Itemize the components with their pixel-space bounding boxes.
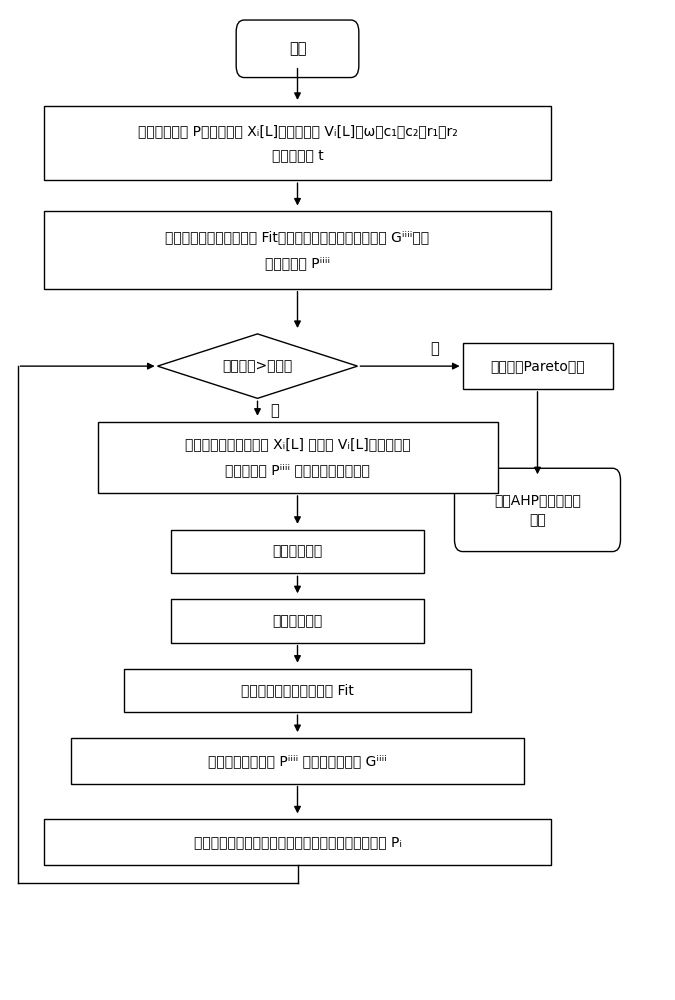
Bar (44, 819, 551, 865)
Text: 迭代次数>最大值: 迭代次数>最大值 (222, 359, 293, 373)
Text: 重新计算粒子的适应度值 Fit: 重新计算粒子的适应度值 Fit (241, 683, 354, 697)
Text: 边界变异操作: 边界变异操作 (273, 614, 323, 628)
Bar (462, 343, 612, 389)
Bar (97, 422, 497, 493)
Text: 及迭代次数 t: 及迭代次数 t (271, 148, 323, 162)
Text: 更新个体最优粒子 Pⁱⁱⁱⁱ 和全局最优粒子 Gⁱⁱⁱⁱ: 更新个体最优粒子 Pⁱⁱⁱⁱ 和全局最优粒子 Gⁱⁱⁱⁱ (208, 754, 387, 768)
Text: 是: 是 (430, 341, 439, 356)
Bar (171, 599, 424, 643)
Text: 输出最优Pareto解集: 输出最优Pareto解集 (490, 359, 585, 373)
Text: 用非支配排序法和拥挤距离法求出高等级的种群集合 Pᵢ: 用非支配排序法和拥挤距离法求出高等级的种群集合 Pᵢ (194, 835, 402, 849)
Text: 反向学习策略: 反向学习策略 (273, 545, 323, 559)
Bar (44, 211, 551, 289)
Bar (44, 106, 551, 180)
Text: 体最优粒子 Pⁱⁱⁱⁱ: 体最优粒子 Pⁱⁱⁱⁱ (265, 256, 330, 270)
Text: 方案: 方案 (529, 513, 546, 527)
Polygon shape (157, 334, 358, 398)
Bar (71, 738, 524, 784)
Text: 否: 否 (270, 403, 279, 418)
Text: 的结果优于 Pⁱⁱⁱⁱ 则更新，否则不更新: 的结果优于 Pⁱⁱⁱⁱ 则更新，否则不更新 (225, 463, 370, 477)
Text: 初始化父种群 P，粒子位置 Xᵢ[L]，粒子速度 Vᵢ[L]，ω，c₁，c₂，r₁，r₂: 初始化父种群 P，粒子位置 Xᵢ[L]，粒子速度 Vᵢ[L]，ω，c₁，c₂，r… (138, 124, 458, 138)
Text: 根据公式更新粒子位置 Xᵢ[L] 和速度 Vᵢ[L]，如果得到: 根据公式更新粒子位置 Xᵢ[L] 和速度 Vᵢ[L]，如果得到 (185, 437, 410, 451)
Text: 使用AHP选出最满意: 使用AHP选出最满意 (494, 493, 581, 507)
FancyBboxPatch shape (454, 468, 620, 552)
Text: 开始: 开始 (289, 41, 306, 56)
FancyBboxPatch shape (236, 20, 359, 78)
Bar (171, 530, 424, 573)
Bar (124, 669, 471, 712)
Text: 计算每个粒子的适应度值 Fit，并得出初始化全局最优粒子 Gⁱⁱⁱⁱ和个: 计算每个粒子的适应度值 Fit，并得出初始化全局最优粒子 Gⁱⁱⁱⁱ和个 (165, 230, 429, 244)
